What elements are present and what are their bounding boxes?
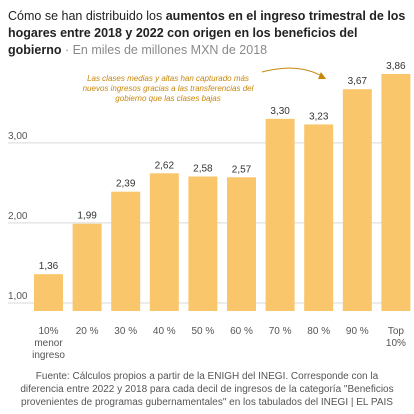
bar <box>227 177 256 311</box>
category-label: 50 % <box>192 326 215 337</box>
category-label: 90 % <box>346 326 369 337</box>
category-label: 70 % <box>269 326 292 337</box>
y-tick-label: 2,00 <box>8 211 28 222</box>
bar <box>111 191 141 311</box>
annotation-text: gobierno que las clases bajas <box>115 94 220 103</box>
annotation-arrow <box>261 67 326 79</box>
annotation-text: Las clases medias y altas han capturado … <box>87 74 249 83</box>
bar-value-label: 3,67 <box>348 76 368 87</box>
category-label: 30 % <box>114 326 137 337</box>
title-lead: Cómo se han distribuido los <box>8 9 166 23</box>
category-label: menor <box>34 338 63 349</box>
category-label: 40 % <box>153 326 176 337</box>
bar-value-label: 2,62 <box>155 160 175 171</box>
value-labels: 1,36 1,99 2,39 2,62 2,58 2,57 3,30 3,23 3,67 3,86 <box>39 61 406 272</box>
bar-value-label: 2,57 <box>232 164 252 175</box>
bar <box>34 274 63 311</box>
bar <box>304 124 334 311</box>
bar-value-label: 2,39 <box>116 179 136 190</box>
bars <box>34 74 411 312</box>
y-tick-label: 3,00 <box>8 131 28 142</box>
bar-value-label: 3,23 <box>309 111 329 122</box>
category-label: 10% <box>386 338 406 349</box>
bar-value-label: 3,86 <box>386 61 406 72</box>
category-label: 20 % <box>76 326 99 337</box>
annotation-text: nuevos ingresos gracias a las transferen… <box>83 84 254 93</box>
category-label: 60 % <box>230 326 253 337</box>
annotation-arrowhead <box>318 72 326 79</box>
y-tick-label: 1,00 <box>8 291 28 302</box>
title-main: aumentos en el ingreso trimestral de los… <box>8 9 406 57</box>
title-unit: · En miles de millones MXN de 2018 <box>61 43 268 57</box>
source-note: Fuente: Cálculos propios a partir de la … <box>20 371 394 408</box>
annotation: Las clases medias y altas han capturado … <box>83 67 326 103</box>
bar <box>188 176 218 311</box>
bar <box>265 118 295 312</box>
bar <box>149 173 179 311</box>
category-label: 80 % <box>307 326 330 337</box>
bar-value-label: 1,36 <box>39 261 59 272</box>
category-label: 10% <box>38 326 58 337</box>
bar <box>342 89 372 312</box>
bar-value-label: 1,99 <box>77 211 97 222</box>
category-label: Top <box>388 326 405 337</box>
chart-title: Cómo se han distribuido los aumentos en … <box>8 8 406 59</box>
bar <box>381 74 411 311</box>
bar <box>72 223 102 311</box>
bar-value-label: 2,58 <box>193 163 213 174</box>
category-label: ingreso <box>32 350 65 361</box>
bar-value-label: 3,30 <box>270 106 290 117</box>
